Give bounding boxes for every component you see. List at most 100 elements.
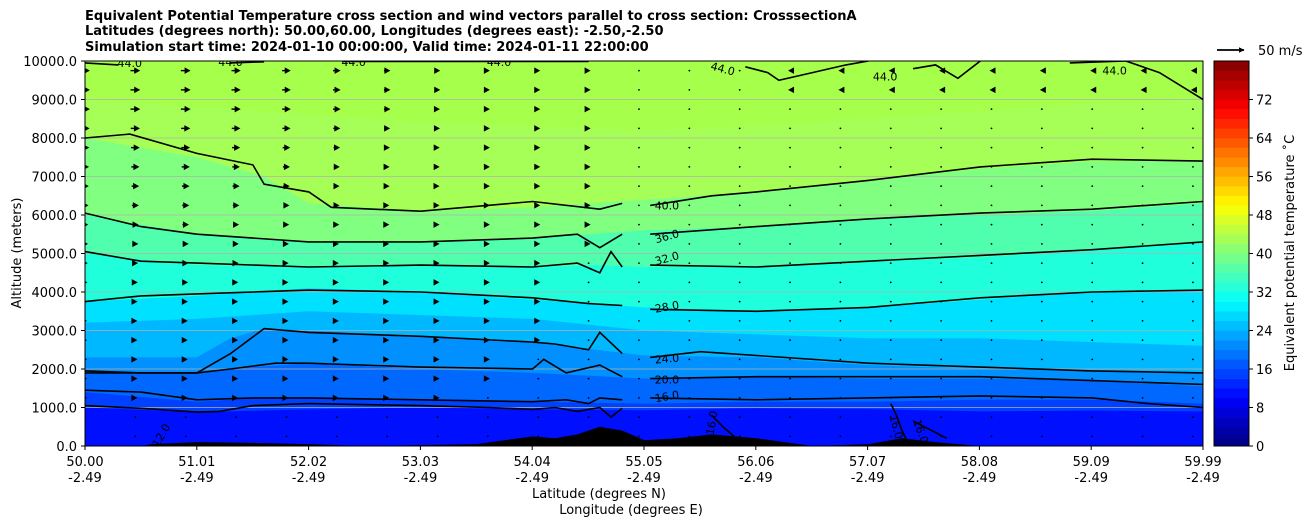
wind-vector	[231, 105, 241, 113]
wind-vector	[738, 416, 741, 419]
wind-vector	[483, 67, 490, 74]
wind-vector	[232, 356, 239, 363]
wind-vector	[1141, 204, 1144, 207]
wind-vector	[738, 204, 741, 207]
wind-vector	[638, 108, 640, 111]
wind-vector	[1141, 108, 1144, 111]
wind-vector	[1192, 165, 1194, 168]
wind-vector	[85, 261, 88, 265]
wind-vector	[282, 163, 290, 171]
wind-vector	[638, 435, 640, 438]
wind-vector	[1091, 165, 1094, 168]
wind-vector	[889, 281, 892, 284]
wind-vector	[433, 317, 440, 325]
wind-vector	[333, 163, 340, 171]
wind-vector	[534, 259, 541, 267]
wind-vector	[940, 127, 943, 130]
contour-line	[230, 61, 265, 64]
wind-vector	[638, 416, 640, 419]
wind-vector	[436, 435, 439, 438]
wind-vector	[85, 106, 90, 112]
wind-vector	[584, 144, 591, 151]
band-8-12	[85, 407, 1203, 446]
wind-vector	[332, 240, 339, 248]
wind-vector	[638, 300, 640, 303]
wind-vector	[282, 125, 291, 132]
wind-vector	[738, 319, 741, 322]
contour-line	[912, 61, 981, 80]
wind-vector	[433, 279, 440, 286]
colorbar-tick-label: 0	[1256, 440, 1264, 455]
wind-vector	[232, 375, 239, 382]
wind-vector	[688, 281, 691, 284]
y-tick-label: 7000.0	[32, 171, 78, 186]
wind-vector	[132, 259, 139, 267]
wind-vector	[738, 69, 741, 72]
y-tick-label: 10000.0	[23, 55, 77, 70]
wind-vector	[232, 298, 239, 305]
wind-vector	[940, 242, 943, 245]
wind-vector	[584, 240, 591, 248]
wind-vector	[1141, 358, 1144, 361]
wind-vector	[383, 221, 390, 228]
wind-vector	[383, 336, 390, 344]
x-tick-label-lat: 59.09	[1073, 455, 1110, 470]
colorbar-segment	[1214, 80, 1249, 91]
wind-vector	[283, 202, 290, 209]
wind-vector	[433, 394, 440, 402]
wind-vector	[990, 358, 993, 361]
wind-vector	[534, 86, 541, 94]
colorbar-tick-label: 16	[1256, 363, 1273, 378]
wind-vector	[789, 165, 791, 168]
wind-vector	[638, 165, 640, 168]
terrain-fill	[85, 426, 1203, 446]
x-tick-label-lat: 56.06	[737, 455, 774, 470]
x-tick-label-lat: 52.02	[290, 455, 327, 470]
colorbar-tick-label: 64	[1256, 132, 1273, 147]
colorbar-segment	[1214, 359, 1249, 370]
y-tick-label: 4000.0	[32, 286, 78, 301]
wind-vector	[1192, 300, 1194, 303]
wind-vector	[1192, 108, 1194, 111]
wind-vector	[1040, 108, 1043, 111]
wind-vector	[181, 182, 190, 190]
wind-vector	[1141, 281, 1144, 284]
contour-line	[650, 200, 1203, 235]
colorbar-segment	[1214, 147, 1249, 158]
wind-vector	[1192, 435, 1194, 438]
wind-vector	[180, 86, 191, 94]
wind-vector	[1192, 319, 1194, 322]
wind-vector	[738, 127, 741, 130]
contour-label: 36.0	[654, 227, 681, 246]
contour-line	[650, 241, 1203, 268]
wind-vector	[181, 125, 191, 132]
wind-vector	[839, 396, 842, 399]
wind-vector	[132, 221, 139, 228]
wind-vector	[1192, 204, 1194, 207]
colorbar-segment	[1214, 340, 1249, 351]
wind-vector	[839, 339, 842, 342]
wind-vector	[433, 375, 440, 382]
wind-vector	[433, 240, 440, 248]
wind-vector	[332, 279, 339, 286]
wind-vector	[584, 221, 591, 228]
wind-vector	[940, 204, 943, 207]
wind-vector	[433, 105, 440, 113]
wind-vector	[483, 202, 490, 209]
wind-vector	[182, 202, 190, 209]
wind-vector	[738, 262, 741, 265]
colorbar-segment	[1214, 301, 1249, 312]
wind-vector	[1091, 396, 1094, 399]
wind-vector	[738, 108, 741, 111]
wind-vector	[383, 317, 390, 325]
wind-vector	[889, 416, 892, 419]
wind-vector	[332, 317, 339, 325]
contour-line	[85, 133, 623, 213]
colorbar-segment	[1214, 253, 1249, 264]
wind-vector	[738, 223, 741, 226]
wind-vector	[1141, 339, 1144, 342]
wind-vector	[333, 182, 340, 190]
wind-vector	[1091, 435, 1094, 438]
wind-vector	[638, 358, 640, 361]
y-tick-label: 5000.0	[32, 248, 78, 263]
